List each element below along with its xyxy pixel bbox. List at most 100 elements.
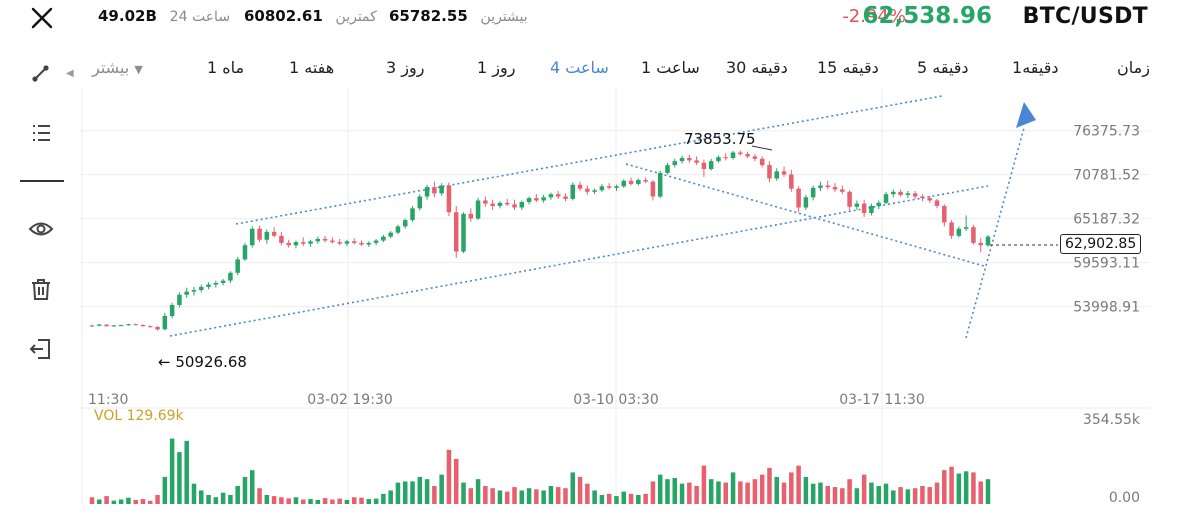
volume-bar: [446, 449, 452, 504]
volume-bar: [148, 500, 153, 504]
volume-bar: [512, 487, 517, 504]
expand-arrow-icon[interactable]: ◀: [66, 68, 74, 79]
x-tick-label: 03-10 03:30: [573, 392, 658, 408]
volume-bar: [949, 466, 954, 504]
volume-bar: [789, 472, 794, 504]
tab-4-hour[interactable]: 4 ساعت: [550, 58, 609, 77]
delete-button[interactable]: [26, 274, 56, 304]
high-value: 65782.55: [389, 7, 468, 25]
candle-body: [789, 174, 794, 189]
candle-body: [723, 157, 729, 159]
volume-bar: [395, 482, 401, 504]
volume-bar: [330, 499, 335, 504]
candle-body: [133, 324, 138, 326]
candle-body: [716, 157, 721, 162]
volume-bar: [905, 489, 911, 504]
volume-bar: [985, 479, 991, 504]
volume-bar: [483, 485, 488, 504]
candle-body: [978, 242, 983, 246]
candle-body: [366, 242, 372, 245]
volume-bar: [133, 499, 138, 504]
candle-body: [708, 161, 714, 170]
volume-bar: [279, 497, 284, 504]
volume-bar: [548, 485, 554, 504]
volume-bar: [155, 494, 160, 504]
candle-body: [876, 202, 881, 206]
volume-bar: [891, 490, 896, 504]
tab-1-month[interactable]: 1 ماه: [207, 58, 245, 77]
candle-body: [381, 236, 386, 241]
candle-body: [162, 315, 168, 330]
candlestick-chart[interactable]: 76375.73 70781.52 65187.32 59593.11 53998.91…: [0, 88, 1200, 520]
candle-body: [949, 222, 954, 236]
tab-15-min[interactable]: 15 دقیقه: [817, 58, 879, 77]
candle-body: [235, 259, 240, 273]
volume-bar: [563, 488, 568, 504]
candle-body: [628, 180, 634, 184]
candle-body: [621, 180, 627, 187]
candle-body: [271, 231, 277, 236]
volume-bar: [286, 498, 291, 504]
trend-line: [965, 127, 1025, 339]
tab-30-min[interactable]: 30 دقیقه: [726, 58, 788, 77]
candle-body: [555, 194, 561, 197]
chart-area[interactable]: 76375.73 70781.52 65187.32 59593.11 53998.91…: [0, 88, 1200, 520]
x-tick-label: 11:30: [88, 392, 128, 408]
candle-body: [453, 212, 459, 252]
candle-body: [519, 202, 525, 208]
toolbar-divider: [20, 180, 64, 182]
volume-bar: [322, 498, 328, 504]
candle-body: [912, 193, 918, 197]
volume-bar: [461, 482, 466, 504]
trading-pair: BTC/USDT: [1022, 4, 1148, 29]
candle-body: [359, 242, 364, 245]
current-price-tag: 62,902.85: [1060, 234, 1142, 254]
candle-body: [636, 180, 641, 184]
candle-body: [526, 198, 532, 203]
volume-bar: [759, 474, 765, 504]
candle-body: [810, 187, 816, 198]
tab-1-min[interactable]: 1دقیقه: [1012, 58, 1059, 77]
timeframe-more-button[interactable]: بیشتر ▼: [92, 58, 143, 77]
candle-body: [177, 294, 182, 305]
volume-bar: [643, 493, 648, 504]
tab-1-day[interactable]: 1 روز: [477, 58, 516, 77]
volume-bar: [650, 481, 656, 504]
low-value: 60802.61: [244, 7, 323, 25]
candle-body: [395, 226, 401, 233]
high-stat: 65782.55 بیشترین: [389, 7, 534, 25]
volume-bar: [177, 452, 182, 504]
candle-body: [373, 240, 379, 243]
candle-body: [344, 241, 350, 244]
tab-1-hour[interactable]: 1 ساعت: [641, 58, 700, 77]
visibility-button[interactable]: [26, 214, 56, 244]
volume-bar: [250, 470, 255, 504]
volume-bar: [927, 487, 932, 504]
timeframe-tabs: بیشتر ▼ 1 ماه 1 هفته 3 روز 1 روز 4 ساعت …: [0, 58, 1200, 80]
candle-body: [774, 171, 780, 179]
tab-time[interactable]: زمان: [1117, 58, 1150, 77]
candle-body: [504, 202, 510, 205]
close-button[interactable]: [28, 4, 56, 32]
tab-5-min[interactable]: 5 دقیقه: [917, 58, 969, 77]
volume-bar: [534, 489, 539, 504]
y-tick-label: 53998.91: [1073, 300, 1140, 316]
dropdown-arrow-icon: ▼: [134, 63, 143, 76]
volume-bar: [854, 488, 860, 504]
candle-body: [213, 282, 219, 285]
volume-bar: [235, 485, 240, 504]
list-tool-button[interactable]: [26, 118, 56, 148]
candle-body: [257, 228, 262, 240]
exit-button[interactable]: [26, 334, 56, 364]
candle-body: [308, 241, 313, 244]
candle-body: [854, 203, 860, 207]
volume-bar: [417, 476, 423, 504]
volume-bar: [577, 476, 583, 504]
candle-body: [446, 185, 452, 213]
tab-1-week[interactable]: 1 هفته: [289, 58, 335, 77]
tab-3-day[interactable]: 3 روز: [386, 58, 425, 77]
candle-body: [585, 188, 590, 192]
candle-body: [869, 205, 874, 214]
candle-body: [694, 160, 699, 163]
candle-body: [971, 227, 976, 243]
